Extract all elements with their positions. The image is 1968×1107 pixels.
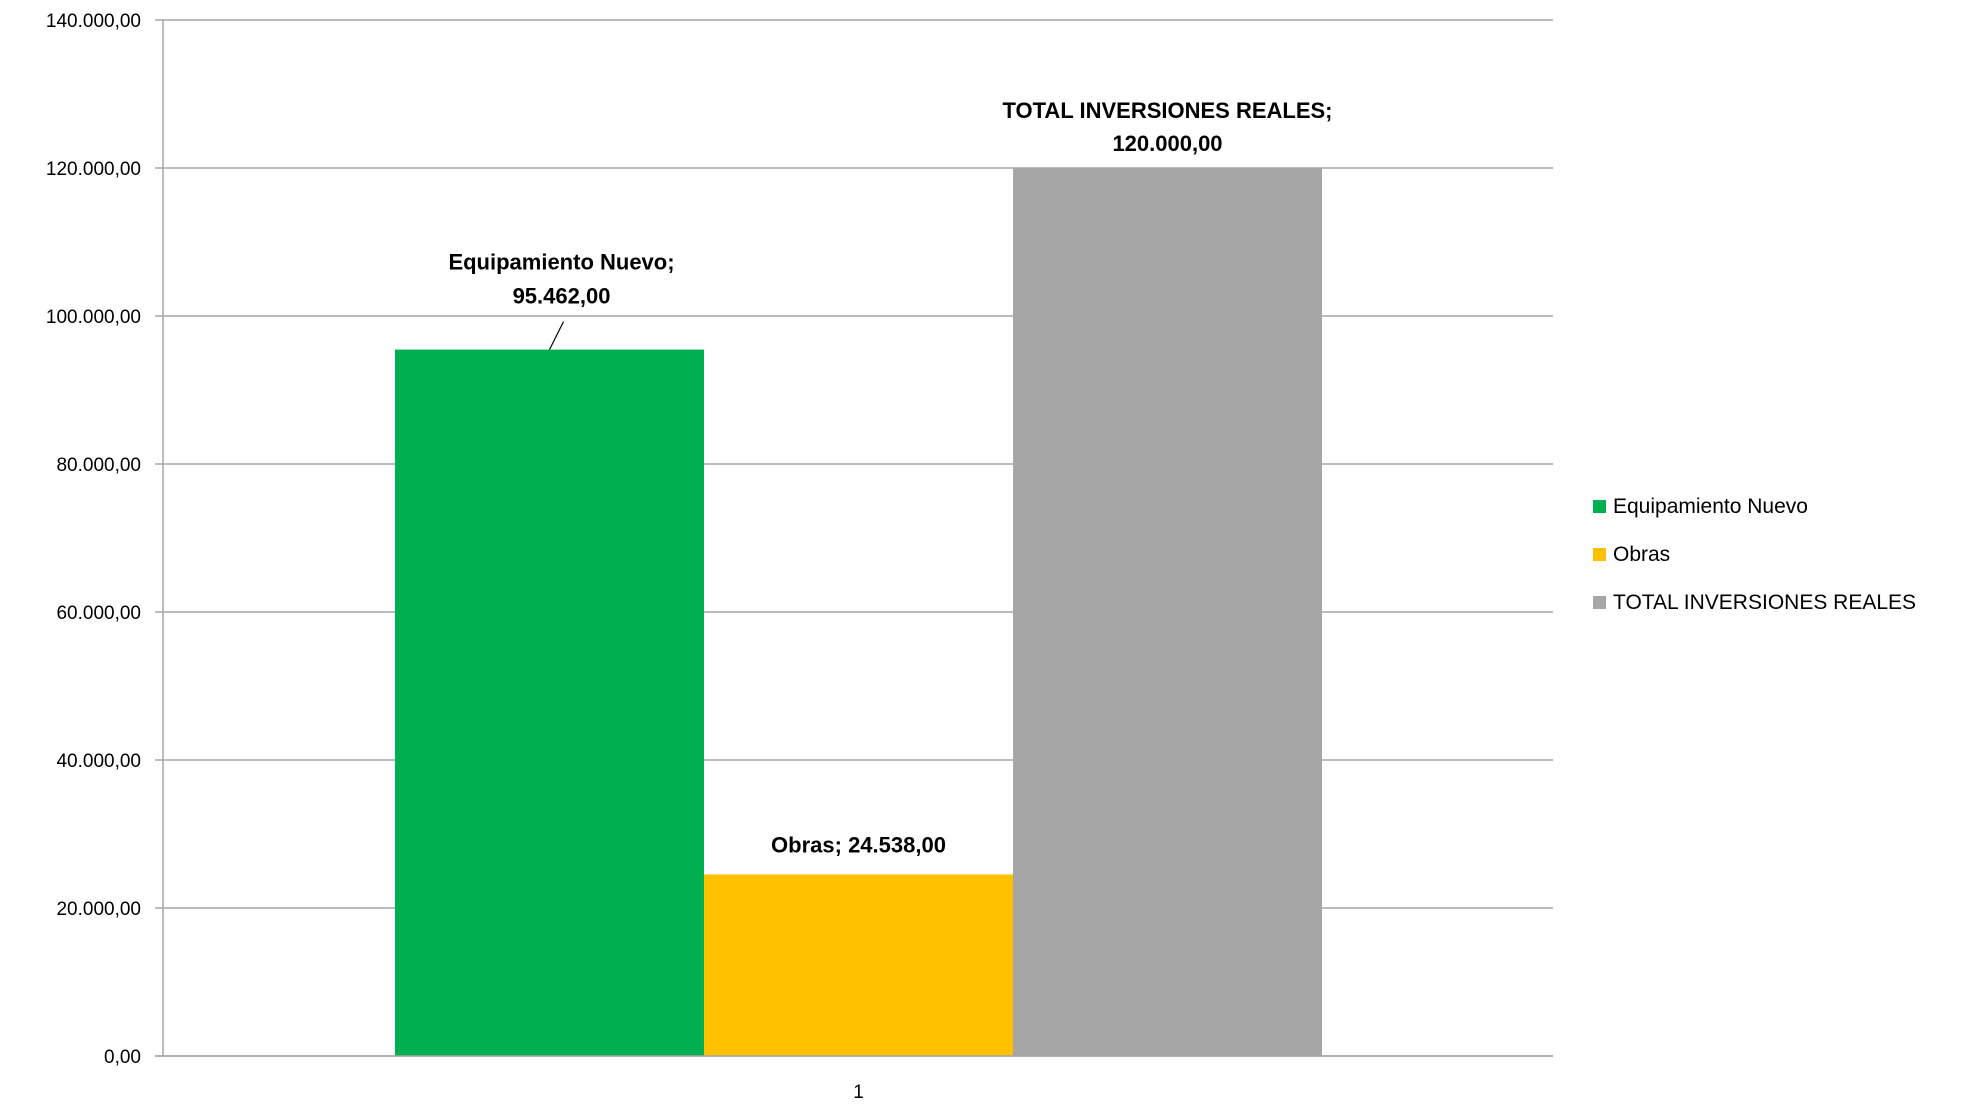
legend-swatch bbox=[1593, 500, 1606, 513]
legend-label: Obras bbox=[1613, 543, 1670, 566]
legend-swatch bbox=[1593, 548, 1606, 561]
bar-total-inversiones-reales bbox=[1013, 168, 1322, 1056]
data-label: 120.000,00 bbox=[1112, 131, 1222, 156]
y-tick-label: 0,00 bbox=[104, 1047, 141, 1068]
legend-label: Equipamiento Nuevo bbox=[1613, 495, 1808, 518]
y-tick-label: 100.000,00 bbox=[46, 307, 141, 328]
legend-label: TOTAL INVERSIONES REALES bbox=[1613, 591, 1916, 614]
data-label: Equipamiento Nuevo; bbox=[448, 250, 674, 275]
bar-equipamiento-nuevo bbox=[395, 349, 704, 1057]
bars bbox=[395, 168, 1322, 1057]
data-labels: Equipamiento Nuevo; 95.462,00 Obras; 24.53… bbox=[448, 98, 1332, 857]
data-label: Obras; 24.538,00 bbox=[771, 832, 946, 857]
x-tick-label: 1 bbox=[853, 1082, 864, 1103]
data-label: TOTAL INVERSIONES REALES; bbox=[1002, 98, 1332, 123]
y-tick-label: 40.000,00 bbox=[56, 751, 141, 772]
legend-swatch bbox=[1593, 596, 1606, 609]
y-tick-label: 80.000,00 bbox=[56, 455, 141, 476]
gridlines bbox=[155, 19, 1553, 1057]
y-tick-label: 60.000,00 bbox=[56, 603, 141, 624]
label-leader-line bbox=[548, 321, 565, 350]
y-tick-label: 140.000,00 bbox=[46, 11, 141, 32]
data-label: 95.462,00 bbox=[513, 284, 611, 309]
y-axis-tick-labels: 0,00 20.000,00 40.000,00 60.000,00 80.000,00… bbox=[46, 11, 141, 1068]
x-axis: 1 bbox=[155, 20, 1553, 1103]
bar-obras bbox=[704, 874, 1013, 1056]
y-tick-label: 20.000,00 bbox=[56, 899, 141, 920]
legend: Equipamiento Nuevo Obras TOTAL INVERSIONES… bbox=[1593, 495, 1916, 614]
y-tick-label: 120.000,00 bbox=[46, 159, 141, 180]
